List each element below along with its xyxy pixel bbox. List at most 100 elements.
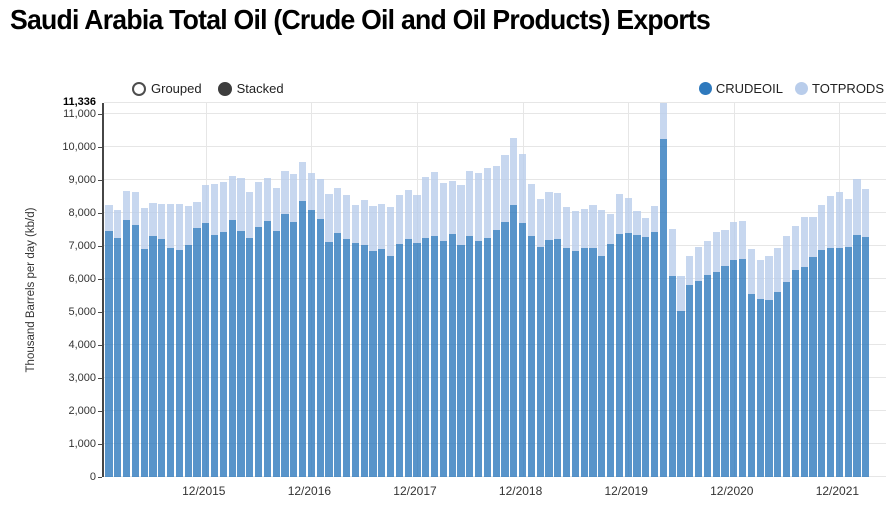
crudeoil-bar[interactable]: [272, 230, 280, 477]
crudeoil-bar[interactable]: [563, 247, 571, 477]
totprods-bar[interactable]: [598, 209, 606, 256]
crudeoil-bar[interactable]: [413, 242, 421, 477]
totprods-bar[interactable]: [475, 173, 483, 242]
crudeoil-bar[interactable]: [475, 241, 483, 477]
totprods-bar[interactable]: [721, 229, 729, 266]
totprods-bar[interactable]: [343, 195, 351, 240]
totprods-bar[interactable]: [255, 182, 263, 227]
crudeoil-bar[interactable]: [360, 245, 368, 477]
crudeoil-bar[interactable]: [739, 258, 747, 477]
crudeoil-bar[interactable]: [334, 232, 342, 477]
totprods-bar[interactable]: [554, 193, 562, 240]
totprods-bar[interactable]: [730, 222, 738, 261]
totprods-bar[interactable]: [307, 173, 315, 210]
crudeoil-bar[interactable]: [659, 139, 667, 477]
totprods-bar[interactable]: [844, 198, 852, 247]
crudeoil-bar[interactable]: [633, 234, 641, 477]
crudeoil-bar[interactable]: [395, 244, 403, 477]
totprods-bar[interactable]: [695, 246, 703, 282]
totprods-bar[interactable]: [131, 192, 139, 225]
crudeoil-bar[interactable]: [290, 221, 298, 477]
crudeoil-bar[interactable]: [695, 281, 703, 477]
totprods-bar[interactable]: [668, 229, 676, 277]
crudeoil-bar[interactable]: [140, 249, 148, 477]
crudeoil-bar[interactable]: [651, 231, 659, 477]
totprods-bar[interactable]: [193, 201, 201, 228]
crudeoil-bar[interactable]: [853, 235, 861, 477]
crudeoil-bar[interactable]: [114, 238, 122, 477]
totprods-bar[interactable]: [827, 196, 835, 249]
totprods-bar[interactable]: [607, 214, 615, 245]
crudeoil-bar[interactable]: [149, 235, 157, 477]
totprods-bar[interactable]: [791, 225, 799, 270]
crudeoil-bar[interactable]: [791, 269, 799, 477]
crudeoil-bar[interactable]: [105, 231, 113, 477]
totprods-bar[interactable]: [818, 204, 826, 251]
crudeoil-bar[interactable]: [545, 240, 553, 477]
crudeoil-bar[interactable]: [580, 248, 588, 477]
totprods-bar[interactable]: [483, 167, 491, 238]
crudeoil-bar[interactable]: [378, 249, 386, 477]
totprods-bar[interactable]: [853, 179, 861, 236]
totprods-bar[interactable]: [404, 190, 412, 239]
totprods-bar[interactable]: [167, 203, 175, 248]
totprods-bar[interactable]: [765, 256, 773, 301]
totprods-bar[interactable]: [862, 189, 870, 237]
totprods-bar[interactable]: [439, 183, 447, 242]
crudeoil-bar[interactable]: [730, 260, 738, 477]
crudeoil-bar[interactable]: [325, 242, 333, 477]
crudeoil-bar[interactable]: [343, 239, 351, 477]
totprods-bar[interactable]: [290, 173, 298, 222]
totprods-bar[interactable]: [686, 255, 694, 285]
crudeoil-bar[interactable]: [281, 214, 289, 477]
crudeoil-bar[interactable]: [510, 204, 518, 477]
crudeoil-bar[interactable]: [703, 275, 711, 477]
crudeoil-bar[interactable]: [527, 236, 535, 477]
crudeoil-bar[interactable]: [131, 224, 139, 477]
crudeoil-bar[interactable]: [158, 239, 166, 477]
totprods-bar[interactable]: [633, 210, 641, 235]
crudeoil-bar[interactable]: [809, 256, 817, 477]
totprods-bar[interactable]: [431, 171, 439, 236]
totprods-bar[interactable]: [651, 205, 659, 232]
totprods-bar[interactable]: [783, 235, 791, 282]
totprods-bar[interactable]: [272, 188, 280, 231]
crudeoil-bar[interactable]: [246, 237, 254, 477]
crudeoil-bar[interactable]: [492, 229, 500, 477]
crudeoil-bar[interactable]: [862, 236, 870, 477]
totprods-bar[interactable]: [492, 165, 500, 230]
crudeoil-bar[interactable]: [756, 298, 764, 477]
grouped-radio-icon[interactable]: [132, 81, 146, 96]
totprods-bar[interactable]: [422, 176, 430, 238]
totprods-bar[interactable]: [835, 191, 843, 248]
totprods-bar[interactable]: [677, 276, 685, 312]
totprods-bar[interactable]: [175, 203, 183, 251]
totprods-bar[interactable]: [263, 178, 271, 221]
totprods-bar[interactable]: [589, 204, 597, 249]
crudeoil-bar[interactable]: [237, 230, 245, 477]
totprods-bar[interactable]: [158, 203, 166, 240]
totprods-bar[interactable]: [114, 210, 122, 239]
crudeoil-bar[interactable]: [747, 293, 755, 477]
crudeoil-bar[interactable]: [175, 250, 183, 477]
totprods-bar[interactable]: [563, 207, 571, 248]
totprods-bar[interactable]: [149, 202, 157, 236]
totprods-bar[interactable]: [325, 194, 333, 243]
legend-item-totprods[interactable]: TOTPRODS: [795, 81, 884, 96]
crudeoil-bar[interactable]: [783, 281, 791, 477]
crudeoil-bar[interactable]: [167, 247, 175, 477]
totprods-bar[interactable]: [299, 161, 307, 202]
totprods-bar[interactable]: [527, 184, 535, 237]
crudeoil-bar[interactable]: [439, 241, 447, 477]
crudeoil-bar[interactable]: [448, 233, 456, 477]
crudeoil-bar[interactable]: [712, 272, 720, 477]
totprods-bar[interactable]: [123, 190, 131, 220]
totprods-bar[interactable]: [378, 204, 386, 250]
crudeoil-bar[interactable]: [598, 255, 606, 477]
totprods-bar[interactable]: [211, 184, 219, 235]
totprods-bar[interactable]: [281, 171, 289, 215]
stacked-radio-icon[interactable]: [217, 81, 232, 96]
totprods-bar[interactable]: [369, 205, 377, 251]
totprods-bar[interactable]: [571, 211, 579, 252]
crudeoil-bar[interactable]: [827, 248, 835, 477]
